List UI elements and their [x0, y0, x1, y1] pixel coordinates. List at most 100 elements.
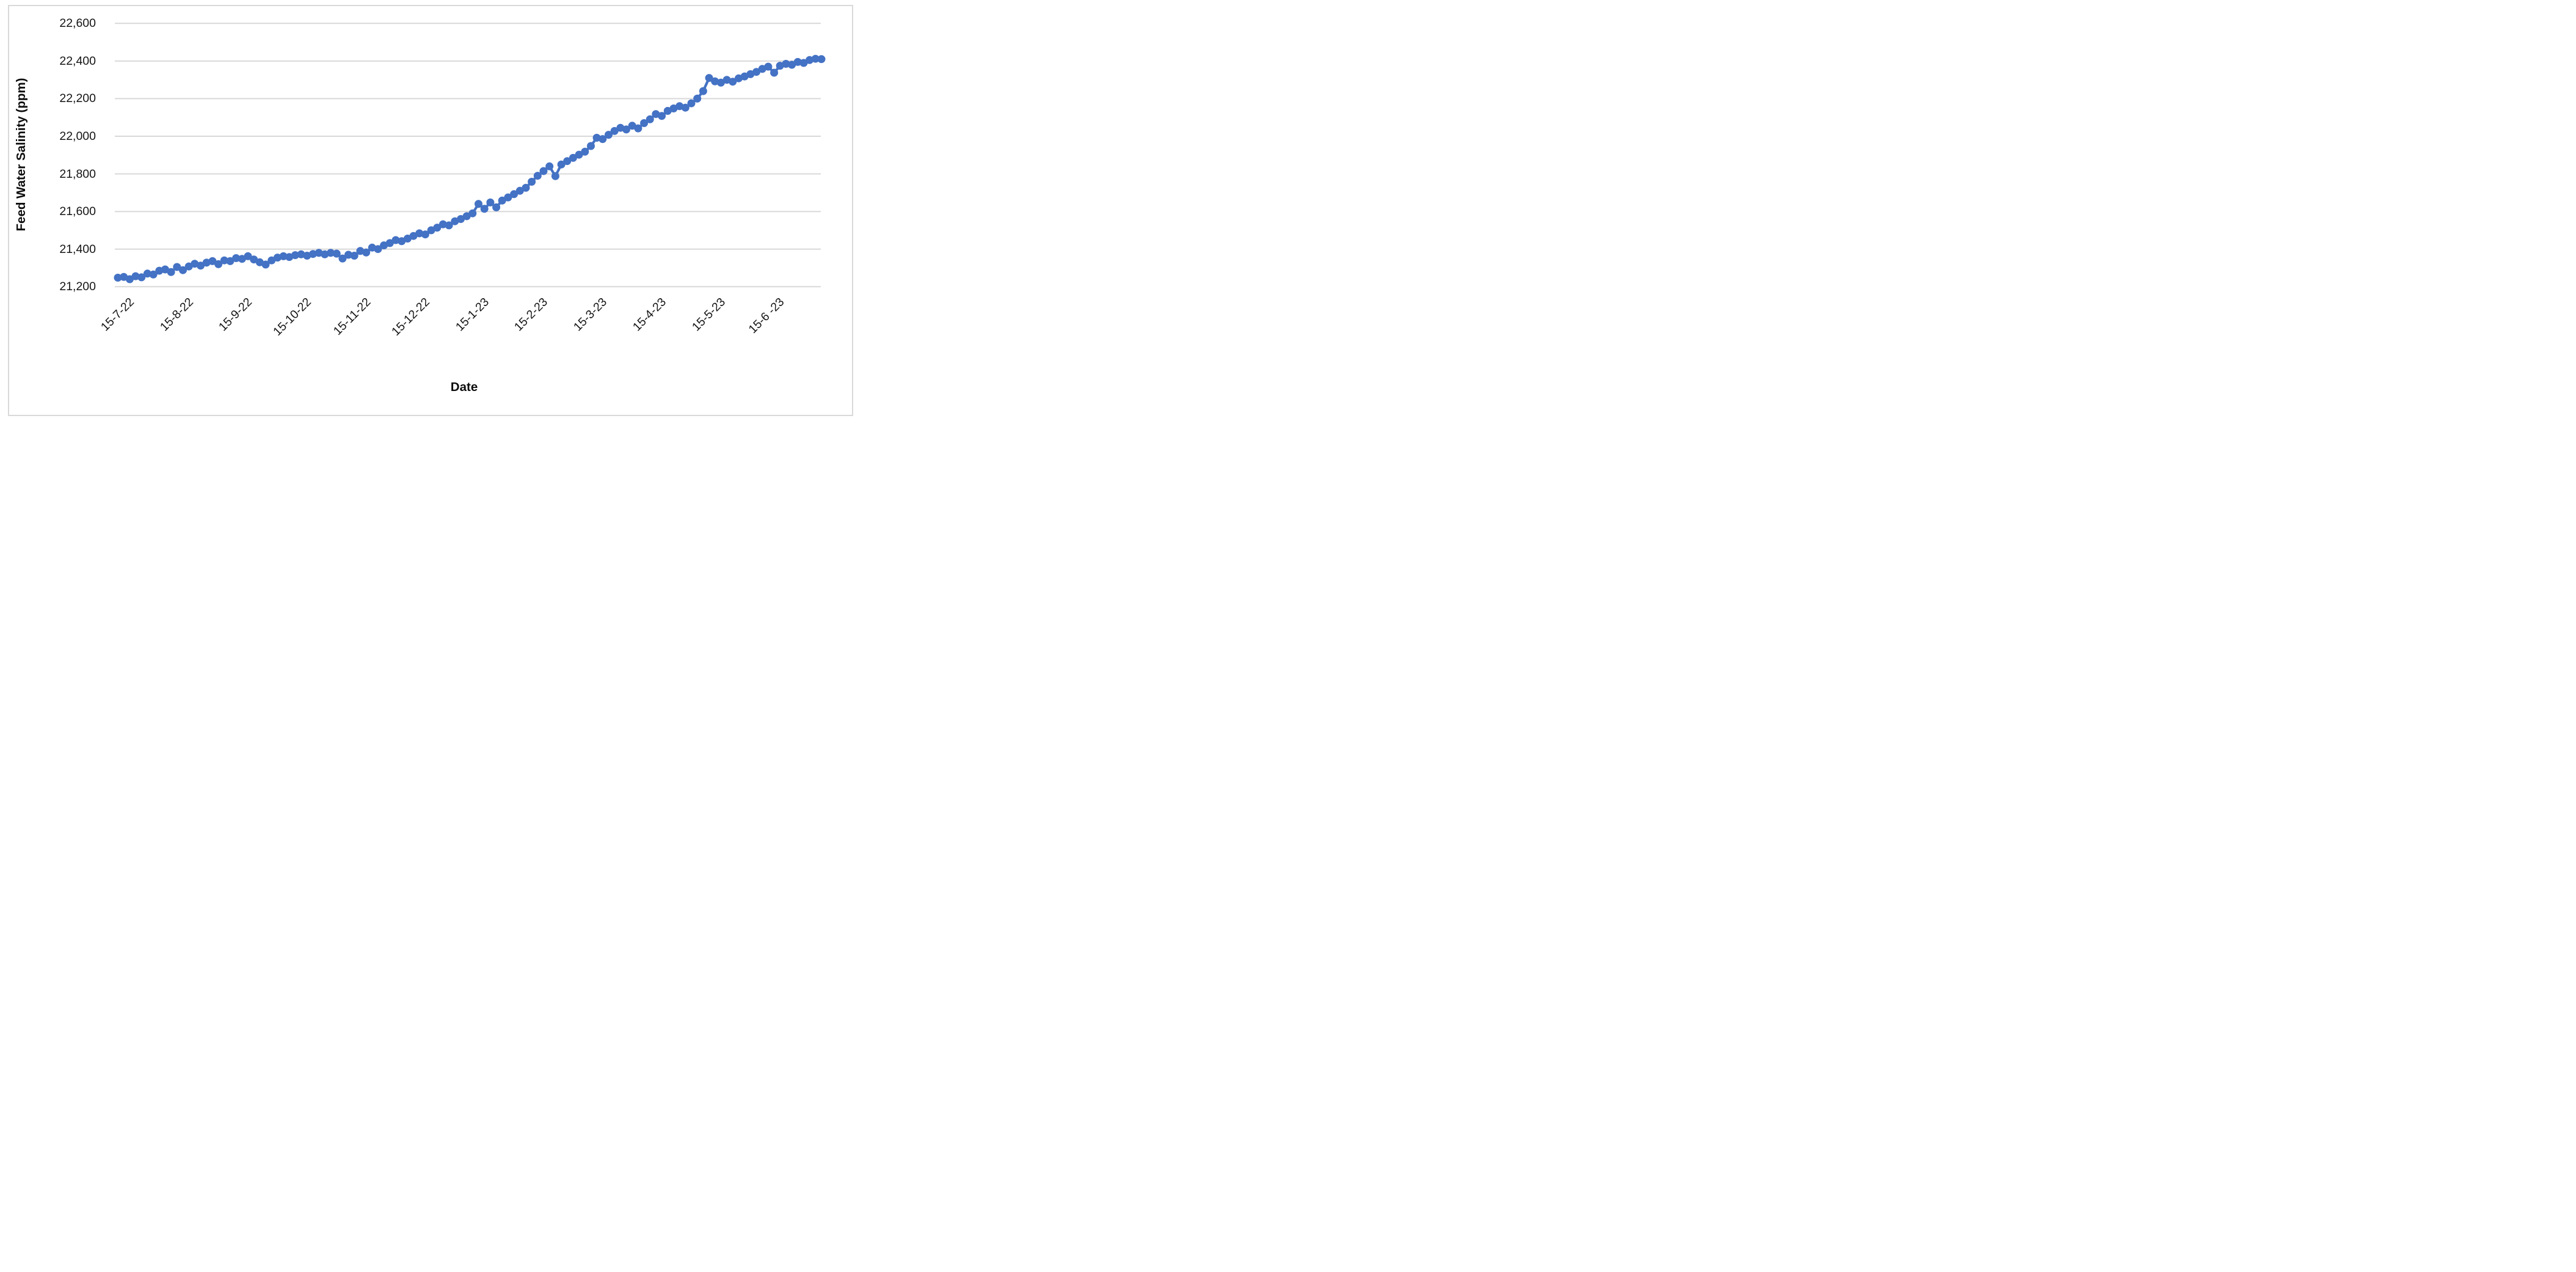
data-point-marker [716, 78, 725, 87]
data-point-marker [238, 255, 246, 263]
data-point-marker [421, 230, 429, 239]
salinity-line-chart [114, 23, 826, 288]
data-point-marker [468, 209, 477, 217]
data-point-marker [592, 134, 601, 142]
data-point-marker [628, 122, 636, 130]
data-point-marker [244, 252, 252, 260]
y-tick-label: 22,200 [59, 92, 96, 106]
data-point-marker [764, 62, 773, 71]
data-point-marker [232, 254, 241, 262]
data-point-marker [220, 256, 228, 265]
data-point-marker [167, 268, 175, 276]
data-point-marker [646, 115, 654, 123]
data-point-marker [551, 172, 559, 180]
data-point-marker [504, 193, 512, 202]
data-point-marker [605, 131, 613, 139]
data-point-marker [125, 275, 134, 283]
data-point-marker [457, 215, 465, 223]
data-point-marker [173, 263, 181, 271]
data-point-marker [545, 162, 554, 170]
data-point-marker [309, 250, 317, 258]
data-point-marker [398, 237, 406, 246]
data-point-marker [131, 272, 140, 280]
data-point-marker [273, 254, 282, 262]
data-point-marker [752, 68, 760, 76]
data-point-marker [492, 203, 501, 211]
y-tick-label: 22,000 [59, 130, 96, 143]
data-point-marker [409, 232, 418, 240]
y-tick-label: 21,600 [59, 205, 96, 219]
data-point-marker [344, 250, 352, 259]
data-point-marker [327, 249, 335, 257]
data-point-marker [427, 226, 435, 235]
data-point-marker [788, 60, 796, 69]
data-point-marker [114, 274, 122, 282]
data-point-marker [385, 239, 394, 247]
data-point-marker [640, 119, 649, 127]
data-point-marker [622, 125, 630, 134]
y-tick-label: 21,400 [59, 242, 96, 256]
data-point-marker [811, 54, 820, 63]
data-point-marker [279, 252, 288, 260]
data-point-marker [806, 56, 814, 64]
y-tick-label: 21,800 [59, 167, 96, 181]
data-point-marker [161, 265, 169, 274]
data-point-marker [475, 200, 482, 208]
data-point-marker [374, 245, 382, 254]
data-point-marker [149, 270, 158, 279]
data-point-marker [634, 124, 642, 133]
x-axis-title: Date [450, 380, 478, 394]
series-line [117, 57, 822, 281]
data-point-marker [332, 249, 341, 258]
data-point-marker [433, 224, 442, 232]
data-point-marker [462, 212, 471, 221]
y-tick-label: 21,200 [59, 280, 96, 294]
data-point-marker [438, 220, 447, 228]
data-point-marker [362, 248, 371, 257]
data-point-marker [575, 150, 583, 159]
chart-canvas: 22,600 22,400 22,200 22,000 21,800 21,600 21,4… [0, 0, 859, 424]
horizontal-gridlines [115, 23, 821, 288]
data-point-marker [693, 94, 702, 103]
y-axis-title: Feed Water Salinity (ppm) [14, 78, 28, 232]
data-point-marker [569, 153, 577, 162]
data-point-marker [480, 205, 489, 213]
data-point-marker [539, 167, 548, 175]
data-point-marker [321, 250, 329, 258]
data-point-marker [197, 261, 205, 270]
data-point-marker [267, 256, 276, 265]
data-point-marker [143, 269, 151, 278]
data-point-marker [515, 186, 524, 195]
y-tick-label: 22,600 [59, 16, 96, 31]
data-point-marker [711, 77, 719, 86]
data-point-marker [533, 172, 542, 180]
data-point-marker [350, 252, 358, 260]
data-series-feed-water-salinity [114, 54, 826, 283]
data-point-marker [782, 60, 790, 68]
data-point-marker [557, 160, 566, 169]
y-tick-label: 22,400 [59, 54, 96, 68]
data-point-marker [522, 183, 530, 192]
data-point-marker [137, 273, 146, 282]
data-point-marker [510, 190, 518, 199]
data-point-marker [261, 260, 270, 269]
data-point-marker [315, 249, 323, 257]
data-point-marker [563, 157, 572, 166]
data-point-marker [687, 99, 696, 108]
data-point-marker [793, 57, 802, 66]
data-point-marker [415, 229, 424, 238]
data-point-marker [770, 68, 779, 77]
data-point-marker [699, 87, 707, 95]
data-point-marker [391, 236, 400, 244]
data-point-marker [214, 260, 223, 268]
data-point-marker [528, 178, 536, 186]
data-point-marker [599, 135, 607, 144]
data-point-marker [587, 142, 595, 150]
data-point-marker [291, 251, 299, 260]
data-point-marker [445, 221, 453, 230]
data-point-marker [179, 266, 187, 274]
data-point-marker [610, 126, 619, 135]
data-point-marker [486, 198, 495, 207]
data-point-marker [498, 196, 506, 205]
data-point-marker [581, 147, 589, 156]
